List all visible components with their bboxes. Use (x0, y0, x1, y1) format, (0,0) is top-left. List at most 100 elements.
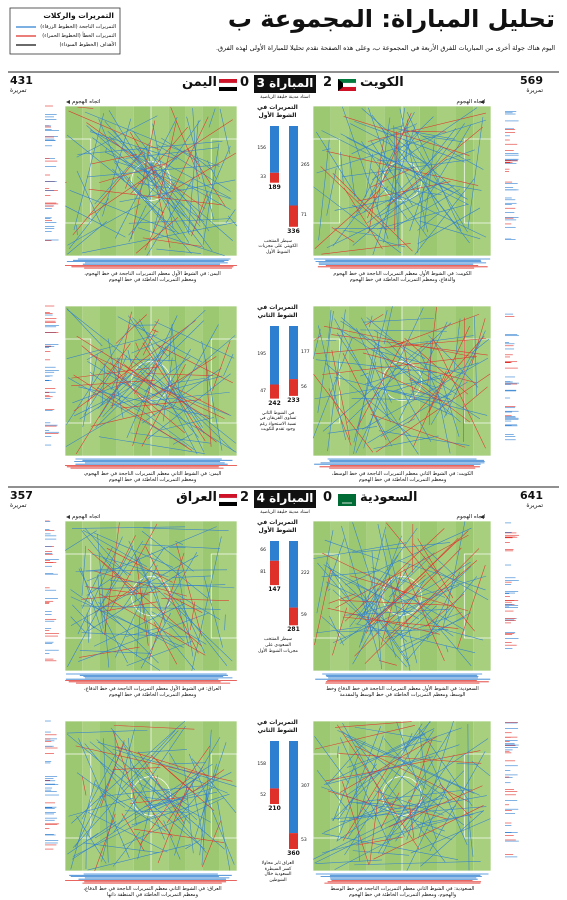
venue: استاد مدينة خليفة الرياضية (260, 510, 310, 515)
pass-decor (346, 322, 452, 423)
pass-decor (370, 168, 408, 219)
failed-pass-decor (342, 781, 370, 865)
pass-decor (363, 391, 380, 449)
total-label: 336 (287, 227, 300, 235)
pass-decor (140, 613, 171, 669)
pass-decor (467, 723, 470, 871)
pass-decor (153, 585, 166, 624)
pitch-stripe (185, 721, 203, 871)
pass-decor (412, 596, 472, 667)
passes-unit: تمريرة (526, 502, 543, 509)
pass-decor (142, 391, 230, 402)
pass-decor (177, 569, 194, 657)
pass-decor (356, 328, 392, 403)
pass-decor (97, 574, 104, 629)
pass-decor (346, 772, 380, 796)
failed-bar (289, 379, 298, 396)
pass-decor (64, 530, 97, 551)
pitch-box (64, 553, 92, 639)
pass-decor (78, 612, 210, 662)
pass-decor (404, 733, 413, 751)
right-passes: 569 (520, 74, 543, 87)
pass-decor (159, 381, 198, 455)
failed-pass-decor (367, 112, 486, 142)
pass-decor (380, 588, 445, 630)
pass-decor (178, 606, 190, 647)
failed-pass-decor (94, 813, 116, 872)
left-caption: اليمن: في الشوط الثاني معظم التمريرات ال… (83, 471, 222, 484)
pass-decor (345, 527, 472, 586)
pass-decor (144, 796, 172, 802)
pass-decor (76, 815, 107, 864)
pass-decor (76, 115, 158, 158)
pass-decor (315, 359, 437, 373)
successful-bar (289, 126, 298, 206)
half-note: في الشوط الثاني تساوى الفريقان في نسبة ا… (259, 410, 297, 433)
total-label: 189 (268, 183, 281, 191)
failed-pass-decor (314, 569, 331, 646)
pass-decor (360, 329, 447, 332)
pass-decor (444, 330, 486, 418)
pass-decor (326, 538, 345, 591)
pass-decor (83, 842, 159, 853)
pass-decor (219, 108, 231, 155)
venue: استاد مدينة خليفة الرياضية (260, 95, 310, 100)
failed-pass-decor (187, 148, 226, 207)
pass-decor (337, 738, 489, 841)
failed-pass-decor (354, 547, 462, 657)
pass-decor (152, 572, 228, 667)
pass-decor (66, 309, 237, 444)
pass-decor (66, 334, 158, 359)
attack-direction: اتجاه الهجوم (72, 514, 101, 520)
pass-decor (401, 556, 426, 584)
pass-decor (317, 325, 346, 440)
pass-decor (436, 390, 451, 454)
pass-decor (423, 546, 458, 579)
pass-decor (66, 733, 205, 850)
failed-pass-decor (338, 753, 482, 764)
pass-decor (372, 125, 416, 256)
failed-pass-decor (121, 399, 202, 409)
pitch-stripe (185, 306, 203, 456)
pass-decor (137, 182, 184, 191)
pass-decor (70, 616, 87, 634)
pass-decor (71, 720, 186, 824)
failed-pass-decor (335, 721, 412, 728)
pass-decor (404, 561, 471, 603)
pass-decor (82, 354, 98, 428)
pass-decor (86, 613, 90, 643)
successful-bar (270, 741, 279, 789)
pass-decor (376, 331, 389, 418)
pitch-stripe (313, 106, 331, 256)
pass-decor (339, 737, 390, 845)
failed-pass-decor (314, 725, 415, 750)
failed-pass-decor (370, 414, 466, 448)
pass-decor (321, 786, 445, 832)
pass-decor (418, 720, 454, 839)
pass-decor (150, 160, 190, 235)
flag-stripe (219, 79, 237, 83)
pass-decor (125, 147, 219, 159)
pass-decor (399, 605, 437, 640)
pass-decor (93, 532, 174, 568)
failed-pass-decor (368, 138, 385, 234)
failed-pass-decor (113, 725, 195, 730)
pass-decor (150, 149, 186, 183)
pass-decor (351, 184, 421, 219)
failed-pass-decor (135, 342, 139, 350)
failed-pass-decor (368, 530, 469, 626)
failed-pass-decor (343, 116, 470, 156)
pass-decor (132, 130, 210, 232)
pass-decor (83, 358, 121, 416)
legend-item: الأهداف (الخطوط السوداء) (59, 42, 116, 48)
successful-bar (289, 326, 298, 380)
pass-decor (98, 372, 128, 418)
successful-bar (289, 741, 298, 834)
pass-decor (408, 379, 443, 390)
passes-unit: تمريرة (10, 502, 27, 509)
pass-decor (380, 418, 415, 437)
attack-direction: اتجاه الهجوم (456, 99, 485, 105)
failed-pass-decor (413, 370, 447, 448)
pass-decor (352, 564, 411, 665)
